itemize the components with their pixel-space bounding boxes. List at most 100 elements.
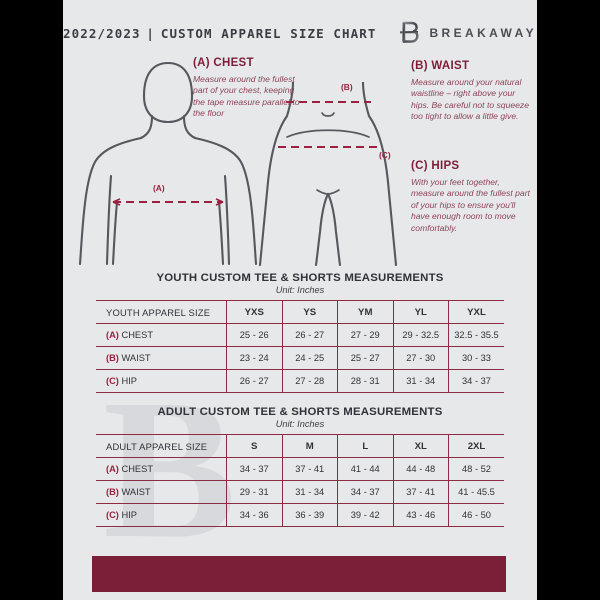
youth-size-header: YOUTH APPAREL SIZE (96, 300, 227, 324)
table-row: (A) CHEST 25 - 26 26 - 27 27 - 29 29 - 3… (96, 323, 504, 347)
youth-size-ys: YS (282, 300, 338, 324)
adult-size-header: ADULT APPAREL SIZE (96, 434, 227, 458)
youth-hip-yxl: 34 - 37 (448, 369, 504, 393)
youth-size-table: YOUTH APPAREL SIZE YXS YS YM YL YXL (A) … (96, 300, 504, 393)
callout-waist: (B) WAIST Measure around your natural wa… (411, 60, 529, 123)
youth-row-waist-name: WAIST (121, 353, 151, 363)
youth-row-waist-code: (B) (106, 353, 119, 363)
adult-chest-2xl: 48 - 52 (448, 457, 504, 481)
youth-size-yl: YL (393, 300, 449, 324)
callout-hips-body: With your feet together, measure around … (411, 177, 530, 233)
header-separator: | (146, 25, 156, 41)
adult-chest-xl: 44 - 48 (393, 457, 449, 481)
youth-hip-yl: 31 - 34 (393, 369, 449, 393)
adult-row-waist-code: (B) (106, 487, 119, 497)
adult-chest-s: 34 - 37 (226, 457, 283, 481)
table-row: (C) HIP 26 - 27 27 - 28 28 - 31 31 - 34 … (96, 369, 504, 393)
footer-accent-band (92, 556, 506, 592)
size-chart-page: B 2022/2023 | CUSTOM APPAREL SIZE CHART (63, 0, 537, 600)
adult-hip-m: 36 - 39 (282, 503, 338, 527)
adult-hip-l: 39 - 42 (337, 503, 394, 527)
adult-size-l: L (337, 434, 394, 458)
youth-chest-ym: 27 - 29 (337, 323, 394, 347)
youth-table-title: YOUTH CUSTOM TEE & SHORTS MEASUREMENTS (156, 272, 444, 284)
adult-row-waist-name: WAIST (121, 487, 151, 497)
adult-waist-2xl: 41 - 45.5 (448, 480, 504, 504)
youth-row-hip-code: (C) (106, 376, 119, 386)
chest-measure-label: (A) (153, 183, 165, 193)
youth-hip-yxs: 26 - 27 (226, 369, 283, 393)
table-header-row: ADULT APPAREL SIZE S M L XL 2XL (96, 434, 504, 458)
adult-size-s: S (226, 434, 283, 458)
adult-table-title: ADULT CUSTOM TEE & SHORTS MEASUREMENTS (157, 406, 443, 418)
youth-chest-yxs: 25 - 26 (226, 323, 283, 347)
table-row: (B) WAIST 29 - 31 31 - 34 34 - 37 37 - 4… (96, 480, 504, 504)
lower-body-hips-outline: (B) (C) (253, 80, 403, 272)
callout-chest-body: Measure around the fullest part of your … (193, 74, 300, 119)
callout-waist-heading: (B) WAIST (411, 60, 470, 72)
adult-waist-m: 31 - 34 (282, 480, 338, 504)
page-title: CUSTOM APPAREL SIZE CHART (160, 25, 377, 41)
youth-hip-ym: 28 - 31 (337, 369, 394, 393)
adult-row-chest-code: (A) (106, 464, 119, 474)
youth-row-chest-name: CHEST (121, 330, 154, 340)
adult-hip-xl: 43 - 46 (393, 503, 449, 527)
adult-size-2xl: 2XL (448, 434, 504, 458)
upper-body-torso-outline: (A) (73, 52, 263, 272)
youth-size-yxl: YXL (448, 300, 504, 324)
adult-hip-2xl: 46 - 50 (448, 503, 504, 527)
brand-name: BREAKAWAY (429, 26, 537, 40)
adult-waist-s: 29 - 31 (226, 480, 283, 504)
youth-size-ym: YM (337, 300, 394, 324)
callout-hips: (C) HIPS With your feet together, measur… (411, 160, 531, 234)
table-row: (A) CHEST 34 - 37 37 - 41 41 - 44 44 - 4… (96, 457, 504, 481)
youth-row-waist-label: (B) WAIST (96, 346, 227, 370)
youth-waist-yxl: 30 - 33 (448, 346, 504, 370)
adult-row-hip-name: HIP (121, 510, 138, 520)
adult-hip-s: 34 - 36 (226, 503, 283, 527)
adult-row-chest-label: (A) CHEST (96, 457, 227, 481)
adult-row-hip-label: (C) HIP (96, 503, 227, 527)
youth-waist-yl: 27 - 30 (393, 346, 449, 370)
adult-row-chest-name: CHEST (121, 464, 154, 474)
youth-chest-ys: 26 - 27 (282, 323, 338, 347)
measurement-diagram: (A) (63, 52, 537, 267)
adult-row-waist-label: (B) WAIST (96, 480, 227, 504)
adult-chest-m: 37 - 41 (282, 457, 338, 481)
table-row: (C) HIP 34 - 36 36 - 39 39 - 42 43 - 46 … (96, 503, 504, 527)
callout-waist-body: Measure around your natural waistline – … (411, 77, 530, 122)
breakaway-b-monogram-icon (398, 20, 420, 46)
adult-chest-l: 41 - 44 (337, 457, 394, 481)
adult-table-unit: Unit: Inches (275, 419, 325, 429)
youth-row-hip-name: HIP (121, 376, 138, 386)
youth-table-unit: Unit: Inches (275, 285, 325, 295)
callout-hips-heading: (C) HIPS (411, 160, 460, 172)
youth-row-chest-code: (A) (106, 330, 119, 340)
youth-row-chest-label: (A) CHEST (96, 323, 227, 347)
youth-size-table-block: YOUTH CUSTOM TEE & SHORTS MEASUREMENTS U… (96, 272, 504, 393)
adult-waist-l: 34 - 37 (337, 480, 394, 504)
table-header-row: YOUTH APPAREL SIZE YXS YS YM YL YXL (96, 300, 504, 324)
youth-waist-ym: 25 - 27 (337, 346, 394, 370)
waist-measure-label: (B) (341, 82, 353, 92)
callout-chest: (A) CHEST Measure around the fullest par… (193, 57, 305, 120)
adult-size-m: M (282, 434, 338, 458)
table-row: (B) WAIST 23 - 24 24 - 25 25 - 27 27 - 3… (96, 346, 504, 370)
adult-row-hip-code: (C) (106, 510, 119, 520)
hips-measure-label: (C) (379, 150, 391, 160)
youth-chest-yl: 29 - 32.5 (393, 323, 449, 347)
adult-size-table-block: ADULT CUSTOM TEE & SHORTS MEASUREMENTS U… (96, 406, 504, 527)
youth-hip-ys: 27 - 28 (282, 369, 338, 393)
page-header: 2022/2023 | CUSTOM APPAREL SIZE CHART (63, 18, 537, 48)
youth-chest-yxl: 32.5 - 35.5 (448, 323, 504, 347)
youth-row-hip-label: (C) HIP (96, 369, 227, 393)
youth-waist-yxs: 23 - 24 (226, 346, 283, 370)
brand-logo: BREAKAWAY (398, 20, 537, 46)
header-season: 2022/2023 (63, 25, 141, 41)
youth-size-yxs: YXS (226, 300, 283, 324)
adult-waist-xl: 37 - 41 (393, 480, 449, 504)
adult-size-table: ADULT APPAREL SIZE S M L XL 2XL (A) CHES… (96, 434, 504, 527)
youth-waist-ys: 24 - 25 (282, 346, 338, 370)
adult-size-xl: XL (393, 434, 449, 458)
